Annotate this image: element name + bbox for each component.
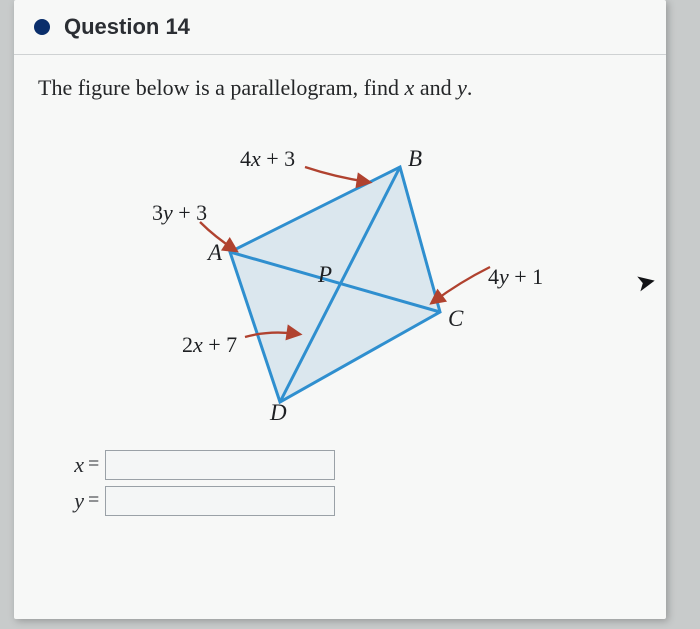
expr-AP: 3y + 3 bbox=[152, 200, 207, 225]
divider bbox=[14, 54, 666, 55]
answers-block: x = y = bbox=[14, 442, 666, 516]
prompt-var-y: y bbox=[457, 75, 467, 100]
vertex-B: B bbox=[408, 146, 422, 172]
question-prompt: The figure below is a parallelogram, fin… bbox=[14, 73, 666, 104]
page: Question 14 The figure below is a parall… bbox=[14, 0, 666, 619]
answer-eq-x: = bbox=[88, 453, 99, 476]
answer-input-y[interactable] bbox=[105, 486, 335, 516]
answer-row-y: y = bbox=[64, 486, 666, 516]
prompt-mid: and bbox=[414, 75, 457, 100]
answer-var-x: x bbox=[64, 452, 84, 478]
bullet-icon bbox=[34, 19, 50, 35]
answer-input-x[interactable] bbox=[105, 450, 335, 480]
prompt-after: . bbox=[467, 75, 473, 100]
parallelogram-diagram: A B C D P 4x + 3 3y + 3 4y + 1 2x + 7 bbox=[90, 122, 590, 432]
expr-AB: 4x + 3 bbox=[240, 146, 295, 171]
expr-BC: 4y + 1 bbox=[488, 264, 543, 289]
answer-var-y: y bbox=[64, 488, 84, 514]
vertex-C: C bbox=[448, 306, 463, 332]
vertex-P: P bbox=[318, 262, 332, 288]
prompt-var-x: x bbox=[405, 75, 415, 100]
question-title: Question 14 bbox=[64, 14, 190, 40]
answer-eq-y: = bbox=[88, 489, 99, 512]
expr-DP: 2x + 7 bbox=[182, 332, 237, 357]
question-header: Question 14 bbox=[14, 0, 666, 50]
prompt-text: The figure below is a parallelogram, fin… bbox=[38, 75, 405, 100]
vertex-A: A bbox=[208, 240, 222, 266]
answer-row-x: x = bbox=[64, 450, 666, 480]
vertex-D: D bbox=[270, 400, 287, 426]
